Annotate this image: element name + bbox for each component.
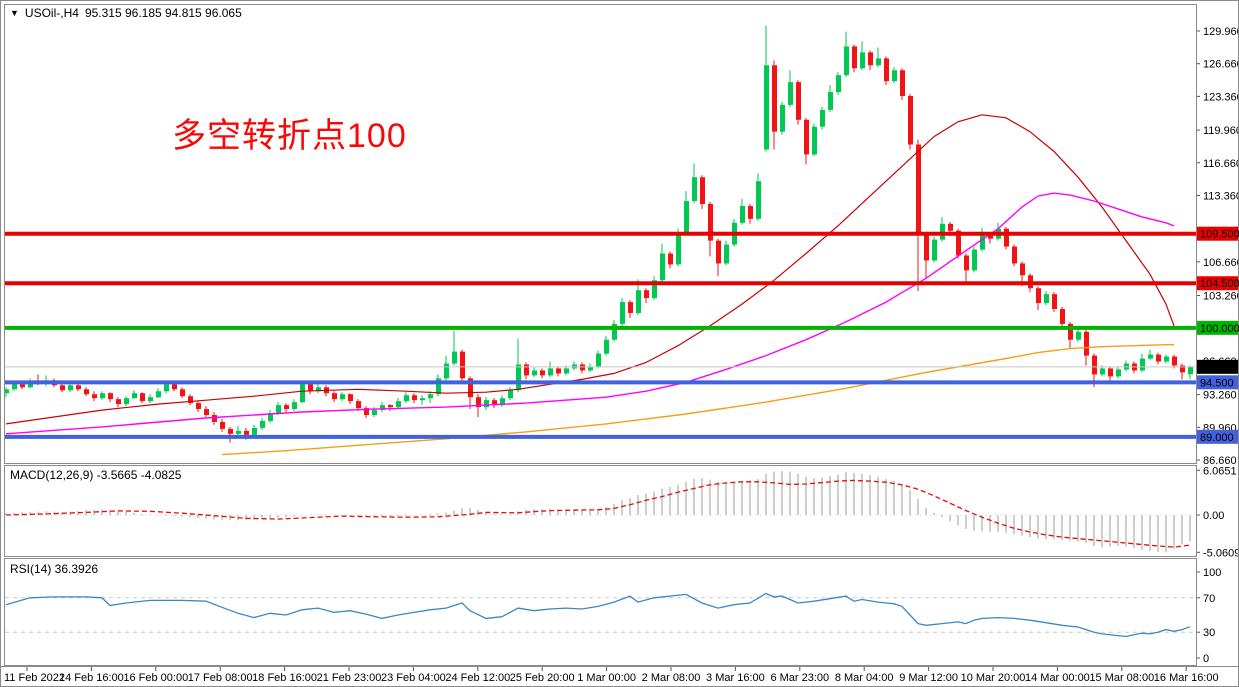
svg-text:119.960: 119.960 (1203, 125, 1239, 137)
svg-text:104.500: 104.500 (1200, 278, 1239, 290)
svg-text:70: 70 (1203, 593, 1215, 605)
symbol-period-label: USOil-,H4 (24, 6, 79, 20)
svg-text:123.360: 123.360 (1203, 91, 1239, 103)
svg-text:86.660: 86.660 (1203, 455, 1237, 467)
ma-slow-magenta (5, 192, 1175, 435)
svg-text:21 Feb 23:00: 21 Feb 23:00 (317, 672, 382, 684)
price-axis[interactable]: 129.960 126.660 123.360 119.960 116.660 113.3… (1196, 26, 1239, 467)
svg-text:16 Feb 00:00: 16 Feb 00:00 (123, 672, 188, 684)
rsi-panel[interactable]: 100 70 30 0 (5, 567, 1221, 665)
svg-text:3 Mar 16:00: 3 Mar 16:00 (706, 672, 765, 684)
main-price-panel[interactable] (4, 25, 1196, 456)
svg-text:116.660: 116.660 (1203, 158, 1239, 170)
ohlc-readout: 95.315 96.185 94.815 96.065 (84, 6, 242, 20)
svg-text:113.360: 113.360 (1203, 190, 1239, 202)
svg-text:0.00: 0.00 (1203, 510, 1224, 522)
svg-text:109.500: 109.500 (1200, 229, 1239, 241)
price-badges: 109.500 104.500 100.000 94.500 89.000 96.065 (1197, 226, 1239, 444)
svg-text:100.000: 100.000 (1200, 323, 1239, 335)
ma-medium-red (5, 114, 1175, 425)
svg-text:0: 0 (1203, 653, 1209, 665)
rsi-indicator-label: RSI(14) 36.3926 (10, 562, 99, 576)
svg-text:93.260: 93.260 (1203, 390, 1237, 402)
svg-text:129.960: 129.960 (1203, 26, 1239, 38)
svg-text:17 Feb 08:00: 17 Feb 08:00 (188, 672, 253, 684)
svg-text:100: 100 (1203, 567, 1221, 579)
svg-text:96.065: 96.065 (1200, 362, 1234, 374)
macd-panel[interactable]: 6.0651 0.00 -5.0609 (5, 465, 1239, 559)
svg-text:8 Mar 04:00: 8 Mar 04:00 (835, 672, 894, 684)
svg-text:9 Mar 12:00: 9 Mar 12:00 (899, 672, 958, 684)
symbol-dropdown-icon[interactable]: ▼ (10, 7, 19, 18)
svg-text:25 Feb 20:00: 25 Feb 20:00 (510, 672, 575, 684)
svg-text:23 Feb 04:00: 23 Feb 04:00 (381, 672, 446, 684)
svg-text:126.660: 126.660 (1203, 59, 1239, 71)
trend-annotation-text[interactable]: 多空转折点100 (172, 117, 407, 155)
svg-text:16 Mar 16:00: 16 Mar 16:00 (1154, 672, 1219, 684)
svg-text:94.500: 94.500 (1200, 377, 1234, 389)
svg-text:2 Mar 08:00: 2 Mar 08:00 (642, 672, 701, 684)
svg-text:-5.0609: -5.0609 (1203, 547, 1239, 559)
svg-text:6.0651: 6.0651 (1203, 465, 1237, 477)
svg-text:24 Feb 12:00: 24 Feb 12:00 (445, 672, 510, 684)
svg-text:15 Mar 08:00: 15 Mar 08:00 (1089, 672, 1154, 684)
svg-text:14 Mar 00:00: 14 Mar 00:00 (1025, 672, 1090, 684)
svg-text:14 Feb 16:00: 14 Feb 16:00 (59, 672, 124, 684)
chart-title: ▼ USOil-,H4 95.315 96.185 94.815 96.065 (10, 6, 242, 20)
macd-indicator-label: MACD(12,26,9) -3.5665 -4.0825 (10, 468, 182, 482)
svg-text:18 Feb 16:00: 18 Feb 16:00 (252, 672, 317, 684)
svg-text:106.660: 106.660 (1203, 257, 1239, 269)
candlesticks[interactable] (4, 25, 1193, 443)
horizontal-level-lines[interactable] (5, 231, 1196, 439)
svg-text:103.260: 103.260 (1203, 291, 1239, 303)
svg-text:89.000: 89.000 (1200, 432, 1234, 444)
svg-text:6 Mar 23:00: 6 Mar 23:00 (770, 672, 829, 684)
svg-text:1 Mar 00:00: 1 Mar 00:00 (577, 672, 636, 684)
svg-text:11 Feb 2022: 11 Feb 2022 (4, 672, 65, 684)
svg-text:30: 30 (1203, 627, 1215, 639)
svg-text:10 Mar 20:00: 10 Mar 20:00 (961, 672, 1026, 684)
